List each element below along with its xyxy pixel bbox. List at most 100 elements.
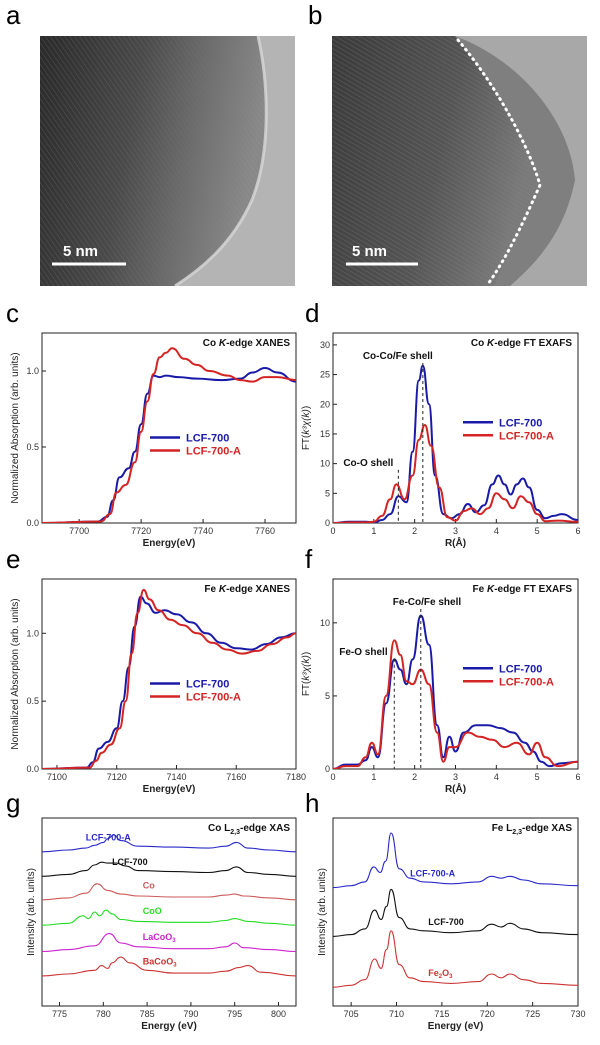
series-line-fe2o3 — [333, 930, 578, 988]
panel-label-e: e — [6, 544, 20, 574]
x-tick-label: 800 — [271, 1009, 286, 1019]
legend-entry: LCF-700-A — [186, 446, 241, 458]
y-tick-label: 5 — [325, 488, 330, 498]
x-axis-label: Energy (eV) — [428, 1021, 484, 1032]
y-tick-label: 1.0 — [26, 628, 39, 638]
x-tick-label: 0 — [330, 526, 335, 536]
y-tick-label: 20 — [320, 399, 330, 409]
x-tick-label: 3 — [453, 772, 458, 782]
x-tick-label: 730 — [570, 1009, 585, 1019]
x-tick-label: 780 — [96, 1009, 111, 1019]
panel-a: a 5 nm — [6, 0, 295, 286]
y-tick-label: 5 — [325, 691, 330, 701]
annotation-label: Fe-O shell — [339, 647, 388, 658]
x-tick-label: 1 — [371, 526, 376, 536]
x-tick-label: 715 — [434, 1009, 449, 1019]
x-tick-label: 7740 — [193, 526, 213, 536]
legend-entry: LCF-700-A — [499, 676, 554, 688]
series-line-lcf-700-a — [333, 639, 578, 769]
series-label: LCF-700-A — [410, 868, 456, 878]
scale-label-b: 5 nm — [352, 243, 387, 260]
chart-h: h 705 710 715 720 725 730 Fe L2,3-edge XAS Energ… — [305, 788, 586, 1032]
x-tick-label: 7180 — [286, 772, 306, 782]
y-tick-label: 30 — [320, 340, 330, 350]
series-label: Fe2O3 — [428, 968, 453, 980]
series-line-lcf-700 — [333, 888, 578, 937]
y-tick-label: 10 — [320, 459, 330, 469]
y-tick-label: 25 — [320, 370, 330, 380]
series-label: Co — [143, 881, 155, 891]
y-axis-label: Intensity (arb. units) — [317, 868, 328, 956]
annotation-label: Fe-Co/Fe shell — [393, 597, 462, 608]
x-tick-label: 7760 — [255, 526, 275, 536]
series-label: LCF-700 — [428, 917, 464, 927]
x-tick-label: 4 — [494, 526, 499, 536]
scale-label-a: 5 nm — [63, 243, 98, 260]
series-line-bacoo3 — [42, 956, 296, 977]
chart-title: Fe L2,3-edge XAS — [492, 823, 573, 836]
series-label: LCF-700-A — [86, 833, 132, 843]
chart-g: g 775 780 785 790 795 800 Co L2,3-edge XAS Energ… — [6, 788, 297, 1032]
x-tick-label: 7700 — [69, 526, 89, 536]
series-line-lcf-700 — [42, 861, 296, 877]
x-tick-label: 2 — [412, 526, 417, 536]
y-tick-label: 10 — [320, 618, 330, 628]
x-tick-label: 1 — [371, 772, 376, 782]
chart-title: Co K-edge FT EXAFS — [471, 338, 572, 349]
series-line-lcf-700 — [42, 366, 296, 523]
annotation-label: Co-O shell — [343, 458, 393, 469]
charts: c 7700 7720 7740 7760 0.0 0.5 1.0 Co K-edge XANE… — [6, 298, 586, 1032]
x-tick-label: 7140 — [166, 772, 186, 782]
y-axis-label: FT(k³χ(k)) — [301, 652, 312, 696]
legend-entry: LCF-700 — [186, 679, 229, 691]
series-line-lcf-700-a — [42, 834, 296, 853]
plot-frame — [332, 817, 579, 1007]
y-axis-label: Normalized Absorption (arb. units) — [10, 352, 21, 503]
x-tick-label: 4 — [494, 772, 499, 782]
plot-frame — [41, 332, 297, 524]
chart-title: Fe K-edge XANES — [204, 584, 290, 595]
x-tick-label: 0 — [330, 772, 335, 782]
panel-label-b: b — [308, 0, 322, 30]
tem-image-b — [332, 36, 587, 286]
x-tick-label: 5 — [535, 526, 540, 536]
chart-c: c 7700 7720 7740 7760 0.0 0.5 1.0 Co K-edge XANE… — [6, 298, 297, 549]
series-line-coo — [42, 909, 296, 926]
x-axis-label: Energy(eV) — [143, 538, 196, 549]
x-tick-label: 7100 — [47, 772, 67, 782]
x-tick-label: 720 — [480, 1009, 495, 1019]
y-tick-label: 0.0 — [26, 764, 39, 774]
series-line-lcf-700 — [42, 595, 296, 769]
x-tick-label: 5 — [535, 772, 540, 782]
y-tick-label: 0.5 — [26, 442, 39, 452]
x-tick-label: 705 — [344, 1009, 359, 1019]
chart-title: Co K-edge XANES — [203, 338, 291, 349]
legend-entry: LCF-700-A — [186, 692, 241, 704]
x-tick-label: 785 — [140, 1009, 155, 1019]
series-line-lcf-700-a — [42, 347, 296, 523]
series-label: CoO — [143, 906, 162, 916]
y-tick-label: 0 — [325, 518, 330, 528]
y-axis-label: Intensity (arb. units) — [26, 868, 37, 956]
x-axis-label: R(Å) — [445, 782, 466, 795]
series-line-lacoo3 — [42, 933, 296, 953]
legend-entry: LCF-700-A — [499, 430, 554, 442]
x-tick-label: 7720 — [131, 526, 151, 536]
y-axis-label: Normalized Absorption (arb. units) — [10, 598, 21, 749]
x-tick-label: 2 — [412, 772, 417, 782]
panel-label-g: g — [6, 788, 20, 818]
chart-title: Co L2,3-edge XAS — [208, 823, 290, 836]
x-tick-label: 725 — [525, 1009, 540, 1019]
panel-label-f: f — [305, 544, 313, 574]
chart-f: f 0 1 2 3 4 5 6 0 5 10 Fe K-edge FT EXAFS R(Å) FT(k³χ… — [301, 544, 581, 795]
x-tick-label: 3 — [453, 526, 458, 536]
legend-entry: LCF-700 — [186, 433, 229, 445]
annotation-label: Co-Co/Fe shell — [363, 351, 433, 362]
x-axis-label: Energy (eV) — [141, 1021, 197, 1032]
x-tick-label: 795 — [227, 1009, 242, 1019]
x-tick-label: 790 — [183, 1009, 198, 1019]
y-tick-label: 0.5 — [26, 696, 39, 706]
legend-entry: LCF-700 — [499, 663, 542, 675]
x-axis-label: Energy(eV) — [143, 784, 196, 795]
y-tick-label: 1.0 — [26, 366, 39, 376]
